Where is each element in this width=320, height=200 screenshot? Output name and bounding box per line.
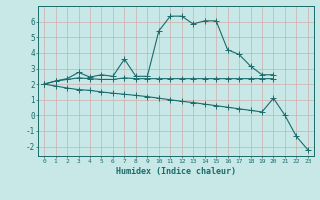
X-axis label: Humidex (Indice chaleur): Humidex (Indice chaleur) (116, 167, 236, 176)
